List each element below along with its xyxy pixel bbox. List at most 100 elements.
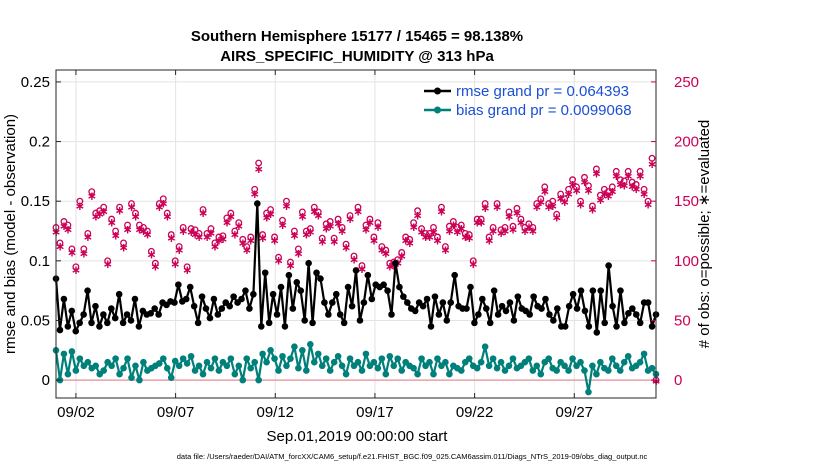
rmse-data-point [123,311,131,318]
obs-possible-marker [648,154,656,162]
obs-evaluated-marker: ∗ [67,245,77,259]
legend-rmse-marker [434,87,441,95]
obs-possible-marker [414,207,422,215]
bias-data-point [382,370,390,378]
obs-evaluated-marker: ∗ [353,205,363,219]
bias-data-point [84,358,92,366]
rmse-data-point [589,287,597,294]
bias-data-point [211,355,219,362]
obs-evaluated-marker: ∗ [385,260,395,274]
rmse-data-point [597,287,605,294]
obs-evaluated-marker: ∗ [524,220,534,234]
bias-data-point [195,362,203,370]
obs-possible-marker [461,229,469,237]
obs-possible-marker [223,214,231,222]
obs-evaluated-marker: ∗ [468,257,478,271]
rmse-data-point [561,323,569,330]
obs-evaluated-marker: ∗ [262,211,272,225]
rmse-data-point [368,295,376,303]
bias-data-point [501,367,509,374]
obs-evaluated-marker: ∗ [150,260,160,274]
bias-data-point [64,370,72,378]
bias-data-point [283,362,290,370]
bias-data-point [191,367,199,374]
bias-data-point [223,362,231,370]
rmse-data-point [554,305,561,312]
rmse-data-point [514,293,522,300]
obs-possible-marker [620,177,628,185]
obs-possible-marker [80,245,88,253]
rmse-data-point [510,317,518,324]
bias-data-point [303,367,310,374]
bias-data-point [489,355,497,362]
rmse-data-point [64,323,72,330]
bias-data-point [497,358,505,366]
obs-evaluated-marker: ∗ [107,215,117,229]
obs-evaluated-marker: ∗ [560,195,570,209]
obs-evaluated-marker: ∗ [273,254,283,268]
rmse-data-point [305,259,312,267]
bias-data-point [291,343,298,351]
obs-possible-marker [56,239,64,247]
obs-evaluated-marker: ∗ [413,208,423,222]
obs-evaluated-marker: ∗ [99,205,109,219]
rmse-data-point [427,323,435,330]
obs-evaluated-marker: ∗ [174,243,184,257]
obs-evaluated-marker: ∗ [552,211,562,225]
obs-possible-marker [541,183,549,191]
obs-possible-marker [298,208,306,216]
obs-evaluated-marker: ∗ [162,210,172,224]
obs-evaluated-marker: ∗ [122,223,132,237]
obs-possible-marker [338,223,346,231]
obs-possible-marker [191,226,199,234]
obs-possible-marker [358,262,366,270]
rmse-data-point [104,319,111,327]
rmse-data-point [502,307,510,315]
obs-evaluated-marker: ∗ [111,229,121,243]
obs-possible-marker [151,259,159,267]
obs-evaluated-marker: ∗ [321,221,331,235]
bias-data-point [418,355,425,362]
obs-possible-marker [76,197,84,205]
obs-possible-marker [422,229,429,237]
rmse-data-point [265,319,273,327]
rmse-data-point [573,305,581,312]
rmse-data-point [479,295,486,303]
rmse-data-point [336,311,344,318]
obs-possible-marker [263,209,271,217]
bias-data-point [485,362,493,370]
rmse-data-point [621,319,628,327]
bias-data-point [378,355,386,362]
bias-data-point [156,360,163,367]
obs-evaluated-marker: ∗ [540,184,550,198]
obs-evaluated-marker: ∗ [599,187,609,201]
obs-possible-marker [493,200,501,208]
obs-possible-marker [84,229,92,237]
bias-data-point [235,362,243,370]
rmse-data-point [542,295,549,303]
rmse-data-point [273,311,281,318]
obs-evaluated-marker: ∗ [258,231,268,245]
bias-data-point [227,355,235,362]
y-axis-label: rmse and bias (model - observation) [2,114,19,354]
obs-evaluated-marker: ∗ [460,230,470,244]
obs-possible-marker [72,263,80,271]
bias-data-point [620,358,628,366]
bias-data-point [124,355,131,362]
obs-possible-marker [195,229,203,237]
obs-possible-marker [310,203,318,211]
rmse-data-point [632,311,640,318]
bias-data-point [92,362,100,370]
bias-data-point [561,362,568,370]
obs-possible-marker [271,233,278,241]
rmse-data-point [277,283,285,291]
rmse-data-point [636,319,644,327]
obs-evaluated-marker: ∗ [464,231,474,245]
y-tick-label: 0.2 [29,134,50,151]
legend-bias-label: bias grand pr = 0.0099068 [456,102,632,119]
bias-data-point [112,355,119,362]
rmse-data-point [321,299,328,306]
bias-data-point [446,370,453,378]
obs-possible-marker [183,263,191,271]
rmse-data-point [230,293,237,300]
